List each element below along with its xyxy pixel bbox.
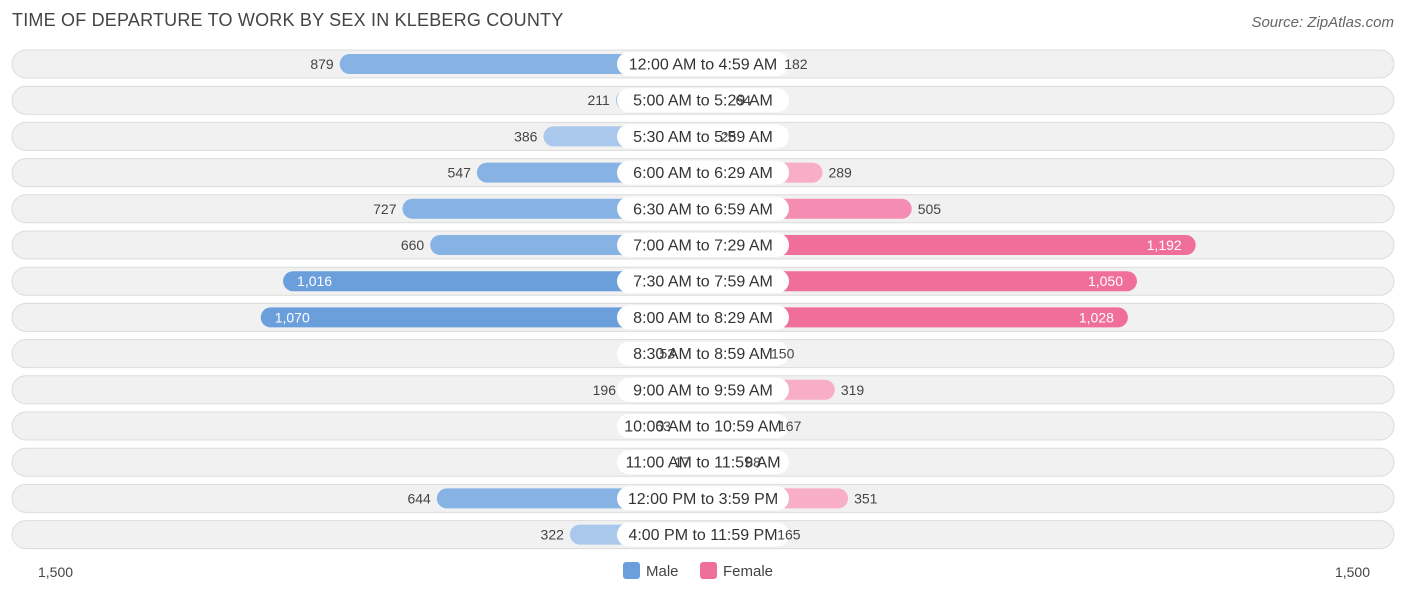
male-value-label: 727 xyxy=(373,201,397,217)
male-value-label: 196 xyxy=(593,382,617,398)
male-value-label: 547 xyxy=(448,165,472,181)
category-label: 6:00 AM to 6:29 AM xyxy=(633,165,773,182)
category-label: 7:30 AM to 7:59 AM xyxy=(633,274,773,291)
category-label: 10:00 AM to 10:59 AM xyxy=(624,419,781,436)
category-label-pill xyxy=(617,414,789,438)
legend-label-male: Male xyxy=(646,563,679,580)
male-value-label: 53 xyxy=(660,346,676,362)
male-bar xyxy=(283,271,703,292)
female-bar xyxy=(703,307,1128,328)
legend-swatch-female xyxy=(700,562,717,579)
category-label-pill xyxy=(617,522,789,547)
category-label-pill xyxy=(617,88,789,113)
female-value-label: 1,050 xyxy=(1088,273,1123,289)
chart-title: TIME OF DEPARTURE TO WORK BY SEX IN KLEB… xyxy=(12,10,564,30)
category-label: 7:00 AM to 7:29 AM xyxy=(633,238,773,255)
female-value-label: 1,192 xyxy=(1147,237,1182,253)
category-label: 5:00 AM to 5:29 AM xyxy=(633,93,773,110)
female-value-label: 88 xyxy=(745,454,761,470)
category-label: 6:30 AM to 6:59 AM xyxy=(633,201,773,218)
female-bar xyxy=(703,235,1196,255)
female-value-label: 1,028 xyxy=(1079,309,1114,325)
female-value-label: 289 xyxy=(828,165,852,181)
male-value-label: 17 xyxy=(674,454,690,470)
female-value-label: 64 xyxy=(735,92,751,108)
source-note: Source: ZipAtlas.com xyxy=(1251,14,1394,31)
male-value-label: 660 xyxy=(401,237,425,253)
male-value-label: 63 xyxy=(655,418,671,434)
female-value-label: 165 xyxy=(777,527,801,543)
male-value-label: 879 xyxy=(310,56,334,72)
category-label-pill xyxy=(617,160,789,185)
female-value-label: 182 xyxy=(784,56,808,72)
female-value-label: 28 xyxy=(721,128,737,144)
category-label-pill xyxy=(617,305,789,330)
female-value-label: 505 xyxy=(918,201,942,217)
male-bar xyxy=(260,307,703,328)
category-label-pill xyxy=(617,196,789,221)
male-value-label: 386 xyxy=(514,128,538,144)
axis-label-left: 1,500 xyxy=(38,564,73,580)
female-value-label: 319 xyxy=(841,382,865,398)
female-bar xyxy=(703,271,1137,292)
female-value-label: 167 xyxy=(778,418,802,434)
category-label-pill xyxy=(617,124,789,149)
category-label-pill xyxy=(617,233,789,257)
axis-label-right: 1,500 xyxy=(1335,564,1370,580)
category-label: 8:30 AM to 8:59 AM xyxy=(633,346,773,363)
category-label: 11:00 AM to 11:59 AM xyxy=(625,455,780,472)
male-bar xyxy=(339,54,703,74)
category-label-pill xyxy=(617,269,789,294)
category-label: 12:00 PM to 3:59 PM xyxy=(628,491,778,508)
category-label-pill xyxy=(617,486,789,511)
category-label: 9:00 AM to 9:59 AM xyxy=(633,382,773,399)
female-value-label: 351 xyxy=(854,490,878,506)
category-label: 8:00 AM to 8:29 AM xyxy=(633,310,773,327)
category-label-pill xyxy=(617,377,789,402)
category-label-pill xyxy=(617,450,789,475)
male-value-label: 322 xyxy=(541,527,565,543)
category-label-pill xyxy=(617,52,789,76)
legend-swatch-male xyxy=(623,562,640,579)
category-label-pill xyxy=(617,341,789,366)
category-label: 12:00 AM to 4:59 AM xyxy=(629,57,778,74)
male-value-label: 211 xyxy=(587,92,610,108)
category-label: 4:00 PM to 11:59 PM xyxy=(628,527,777,544)
legend-label-female: Female xyxy=(723,563,773,580)
male-value-label: 1,070 xyxy=(275,309,310,325)
female-value-label: 150 xyxy=(771,346,795,362)
male-value-label: 644 xyxy=(407,490,431,506)
category-label: 5:30 AM to 5:59 AM xyxy=(633,129,773,146)
male-value-label: 1,016 xyxy=(297,273,332,289)
